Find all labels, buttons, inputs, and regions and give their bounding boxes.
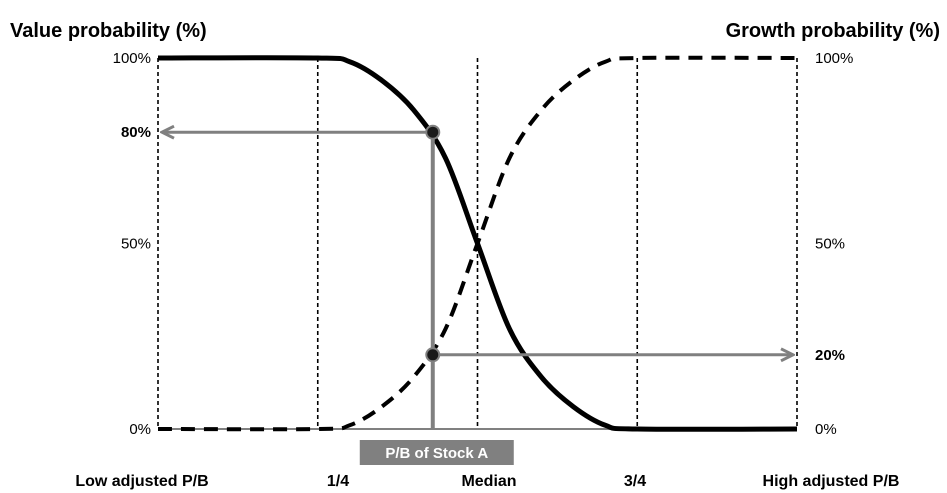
right-tick-label: 50% xyxy=(815,236,845,253)
right-axis-title: Growth probability (%) xyxy=(726,20,940,42)
value-point-marker xyxy=(425,124,441,140)
x-category-label: Low adjusted P/B xyxy=(75,473,208,490)
left-tick-label: 0% xyxy=(129,421,151,438)
left-axis-title: Value probability (%) xyxy=(10,20,207,42)
growth-point-marker xyxy=(425,347,441,363)
stock-a-label: P/B of Stock A xyxy=(385,445,488,462)
right-tick-label: 0% xyxy=(815,421,837,438)
x-category-label: 1/4 xyxy=(327,473,349,490)
stock-a-label-bg xyxy=(359,440,514,465)
left-tick-label: 50% xyxy=(121,236,151,253)
probability-curves xyxy=(157,55,798,432)
x-category-label: High adjusted P/B xyxy=(763,473,900,490)
stock-a-annotation: P/B of Stock A xyxy=(162,124,793,465)
x-category-label: 3/4 xyxy=(624,473,646,490)
right-tick-label: 20% xyxy=(815,347,845,364)
x-category-label: Median xyxy=(461,473,516,490)
growth-probability-curve xyxy=(157,55,798,432)
x-axis-category-labels: Low adjusted P/B 1/4 Median 3/4 High adjuste… xyxy=(75,473,899,490)
axis-tick-labels: 100% 80% 50% 0% 100% 50% 20% 0% xyxy=(113,50,854,438)
left-tick-label: 80% xyxy=(121,124,151,141)
left-tick-label: 100% xyxy=(113,50,151,67)
right-tick-label: 100% xyxy=(815,50,853,67)
